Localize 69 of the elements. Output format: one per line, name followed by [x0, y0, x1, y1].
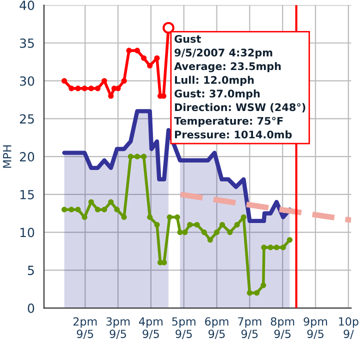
point — [147, 214, 153, 220]
y-tick-label: 5 — [28, 266, 34, 276]
point — [82, 214, 88, 220]
y-tick-label: 35 — [20, 38, 34, 48]
point — [62, 78, 68, 84]
point — [121, 214, 127, 220]
point — [268, 244, 274, 250]
point — [254, 290, 260, 296]
point — [147, 62, 153, 68]
x-tick-label: 2pm 9/5 — [73, 317, 97, 339]
point — [82, 86, 88, 92]
point — [75, 206, 81, 212]
point — [121, 78, 127, 84]
point — [62, 206, 68, 212]
point — [187, 222, 193, 228]
x-tick-label: 9pm 9/5 — [304, 317, 328, 339]
point — [134, 48, 140, 54]
point — [154, 55, 160, 61]
y-tick-label: 20 — [20, 152, 34, 162]
point — [94, 206, 101, 212]
x-tick-label: 5pm 9/5 — [172, 317, 196, 339]
point — [88, 199, 94, 205]
point — [201, 230, 207, 236]
point — [94, 86, 101, 92]
y-tick-label: 0 — [28, 303, 34, 313]
point — [141, 154, 147, 160]
point — [68, 206, 74, 212]
point — [128, 154, 134, 160]
point — [260, 282, 266, 288]
point — [182, 230, 188, 236]
x-tick-label: 3pm 9/5 — [106, 317, 130, 339]
y-tick-label: 25 — [20, 114, 34, 124]
point — [286, 237, 292, 243]
annotation: Gust 9/5/2007 4:32pm Average: 23.5mph Lull: 12.0mph Gust: 37.0mph Direction: WSW (248°) Temperature: 75°F Pressure: 1014.0mb — [174, 34, 306, 138]
point — [134, 154, 140, 160]
point — [166, 214, 172, 220]
point — [227, 230, 233, 236]
point — [219, 222, 226, 228]
x-tick-label: 6pm 9/5 — [205, 317, 228, 339]
y-tick-label: 10 — [20, 228, 34, 238]
point — [154, 222, 160, 228]
point — [108, 199, 114, 205]
point — [194, 222, 200, 228]
point — [234, 222, 240, 228]
point — [75, 86, 81, 92]
point — [102, 206, 108, 212]
point — [274, 244, 280, 250]
point — [261, 244, 267, 250]
x-tick-label: 8pm 9/5 — [270, 317, 294, 339]
point — [68, 86, 74, 92]
x-tick-label: 4pm 9/5 — [139, 317, 162, 339]
x-tick-label: 7pm 9/5 — [238, 317, 262, 339]
point — [114, 206, 120, 212]
y-tick-label: 15 — [20, 190, 34, 200]
y-tick-label: 40 — [20, 0, 34, 10]
point — [207, 237, 213, 243]
point — [88, 86, 94, 92]
point — [102, 78, 108, 84]
y-axis-title: MPH — [3, 145, 12, 168]
point — [280, 244, 286, 250]
x-tick-label: 10p 9/ — [339, 317, 358, 339]
point — [240, 214, 246, 220]
point — [174, 214, 180, 220]
point — [141, 55, 147, 61]
point — [246, 290, 252, 296]
point — [177, 230, 183, 236]
y-tick-label: 30 — [20, 76, 34, 86]
point — [214, 230, 220, 236]
point — [126, 48, 132, 54]
